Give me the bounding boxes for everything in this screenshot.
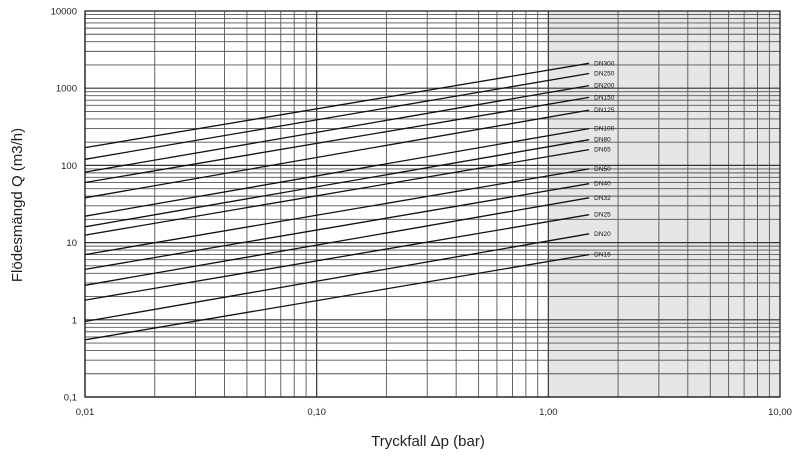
series-label: DN40 xyxy=(594,181,611,188)
series-label: DN25 xyxy=(594,212,611,219)
y-tick-label: 1 xyxy=(72,315,77,326)
x-tick-label: 10,00 xyxy=(768,407,792,418)
x-axis-label: Tryckfall Δp (bar) xyxy=(371,433,485,450)
series-line xyxy=(84,62,590,149)
y-tick-label: 10000 xyxy=(51,7,77,18)
series-label: DN150 xyxy=(594,94,615,101)
series-label: DN300 xyxy=(594,60,615,67)
series-label: DN125 xyxy=(594,107,615,114)
series-label: DN100 xyxy=(594,126,615,133)
series-line xyxy=(84,197,590,286)
series-line xyxy=(84,109,590,199)
series-line xyxy=(84,214,590,301)
y-tick-label: 1000 xyxy=(56,84,77,95)
y-tick-label: 0,1 xyxy=(64,393,77,404)
series-label: DN32 xyxy=(594,195,611,202)
series-label: DN50 xyxy=(594,166,611,173)
grid xyxy=(84,11,780,398)
x-tick-label: 1,00 xyxy=(539,407,558,418)
series-line xyxy=(84,72,590,160)
series-line xyxy=(84,84,590,173)
series-line xyxy=(84,233,590,323)
plot-border xyxy=(84,10,781,398)
y-tick-label: 10 xyxy=(66,238,77,249)
shaded-region xyxy=(548,11,780,397)
x-tick-label: 0,01 xyxy=(76,407,95,418)
series-label: DN20 xyxy=(594,231,611,238)
shaded-area xyxy=(548,11,780,397)
y-axis-label: Flödesmängd Q (m3/h) xyxy=(9,128,26,282)
series-label: DN15 xyxy=(594,252,611,259)
series-label: DN250 xyxy=(594,71,615,78)
y-tick-label: 100 xyxy=(61,161,77,172)
series-line xyxy=(84,183,590,271)
series-line xyxy=(84,253,590,341)
x-tick-label: 0,10 xyxy=(307,407,326,418)
series-line xyxy=(84,96,590,184)
series-labels: DN300 DN250 DN200 DN150 DN125 DN100 DN80 DN65 DN… xyxy=(594,60,615,258)
plot-frame xyxy=(84,10,781,398)
tick-labels: 0,01 0,10 1,00 10,00 0,1 1 10 100 1000 10000 xyxy=(51,7,792,419)
series-label: DN200 xyxy=(594,83,615,90)
series-group xyxy=(84,62,590,341)
series-line xyxy=(84,139,590,228)
series-line xyxy=(84,148,590,236)
series-line xyxy=(84,127,590,217)
series-label: DN65 xyxy=(594,147,611,154)
series-label: DN80 xyxy=(594,137,611,144)
series-line xyxy=(84,168,590,256)
